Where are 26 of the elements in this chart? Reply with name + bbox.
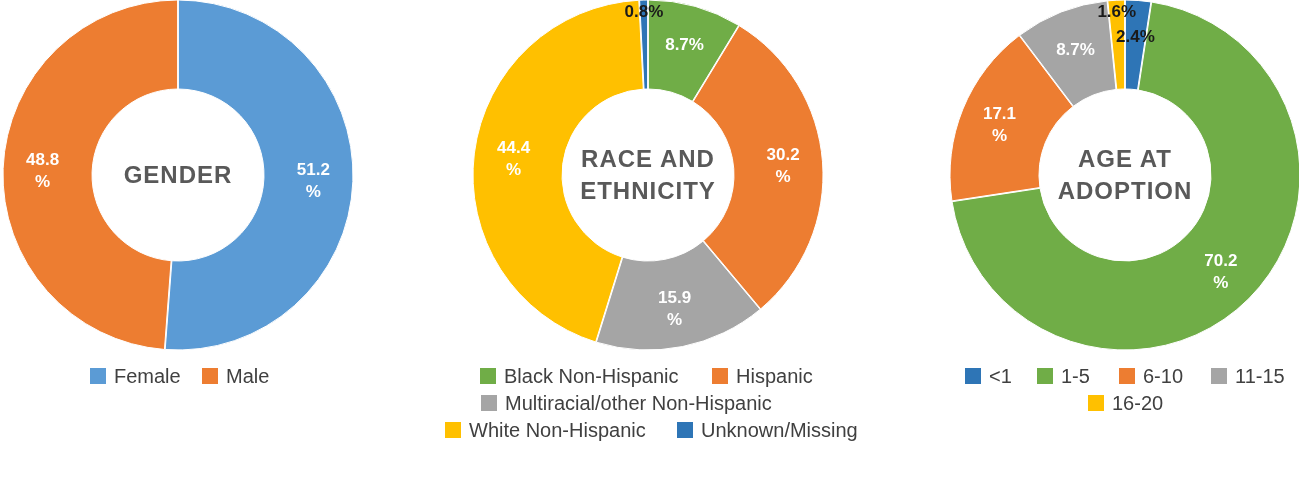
legend-label: White Non-Hispanic — [469, 419, 646, 441]
data-label: 30.2 % — [766, 144, 800, 186]
legend-label: Hispanic — [736, 365, 813, 387]
data-label: 15.9 % — [658, 287, 692, 329]
data-label: 8.7% — [1056, 39, 1095, 59]
legend-label: Unknown/Missing — [701, 419, 858, 441]
legend-label: Black Non-Hispanic — [504, 365, 679, 387]
legend-label: 16-20 — [1112, 392, 1164, 414]
legend-label: 1-5 — [1061, 365, 1090, 387]
legend-label: Multiracial/other Non-Hispanic — [505, 392, 772, 414]
legend-label: Male — [226, 365, 270, 387]
data-label: 17.1 % — [982, 103, 1017, 145]
data-label: 51.2 % — [296, 160, 330, 202]
legend-label: 6-10 — [1143, 365, 1184, 387]
legend-label: 11-15 — [1235, 365, 1285, 387]
data-label: 0.8% — [624, 2, 664, 21]
legend-label: Female — [114, 365, 181, 387]
data-label: 8.7% — [665, 35, 704, 55]
data-label: 1.6% — [1097, 2, 1137, 22]
legend-label: <1 — [989, 365, 1012, 387]
text: GENDER — [123, 161, 233, 189]
text: RACE AND ETHNICITY — [580, 145, 716, 205]
data-label: 70.2 % — [1204, 250, 1238, 292]
text: AGE AT ADOPTION — [1057, 145, 1193, 205]
data-label: 48.8 % — [26, 149, 60, 191]
data-label: 44.4 % — [497, 137, 531, 179]
